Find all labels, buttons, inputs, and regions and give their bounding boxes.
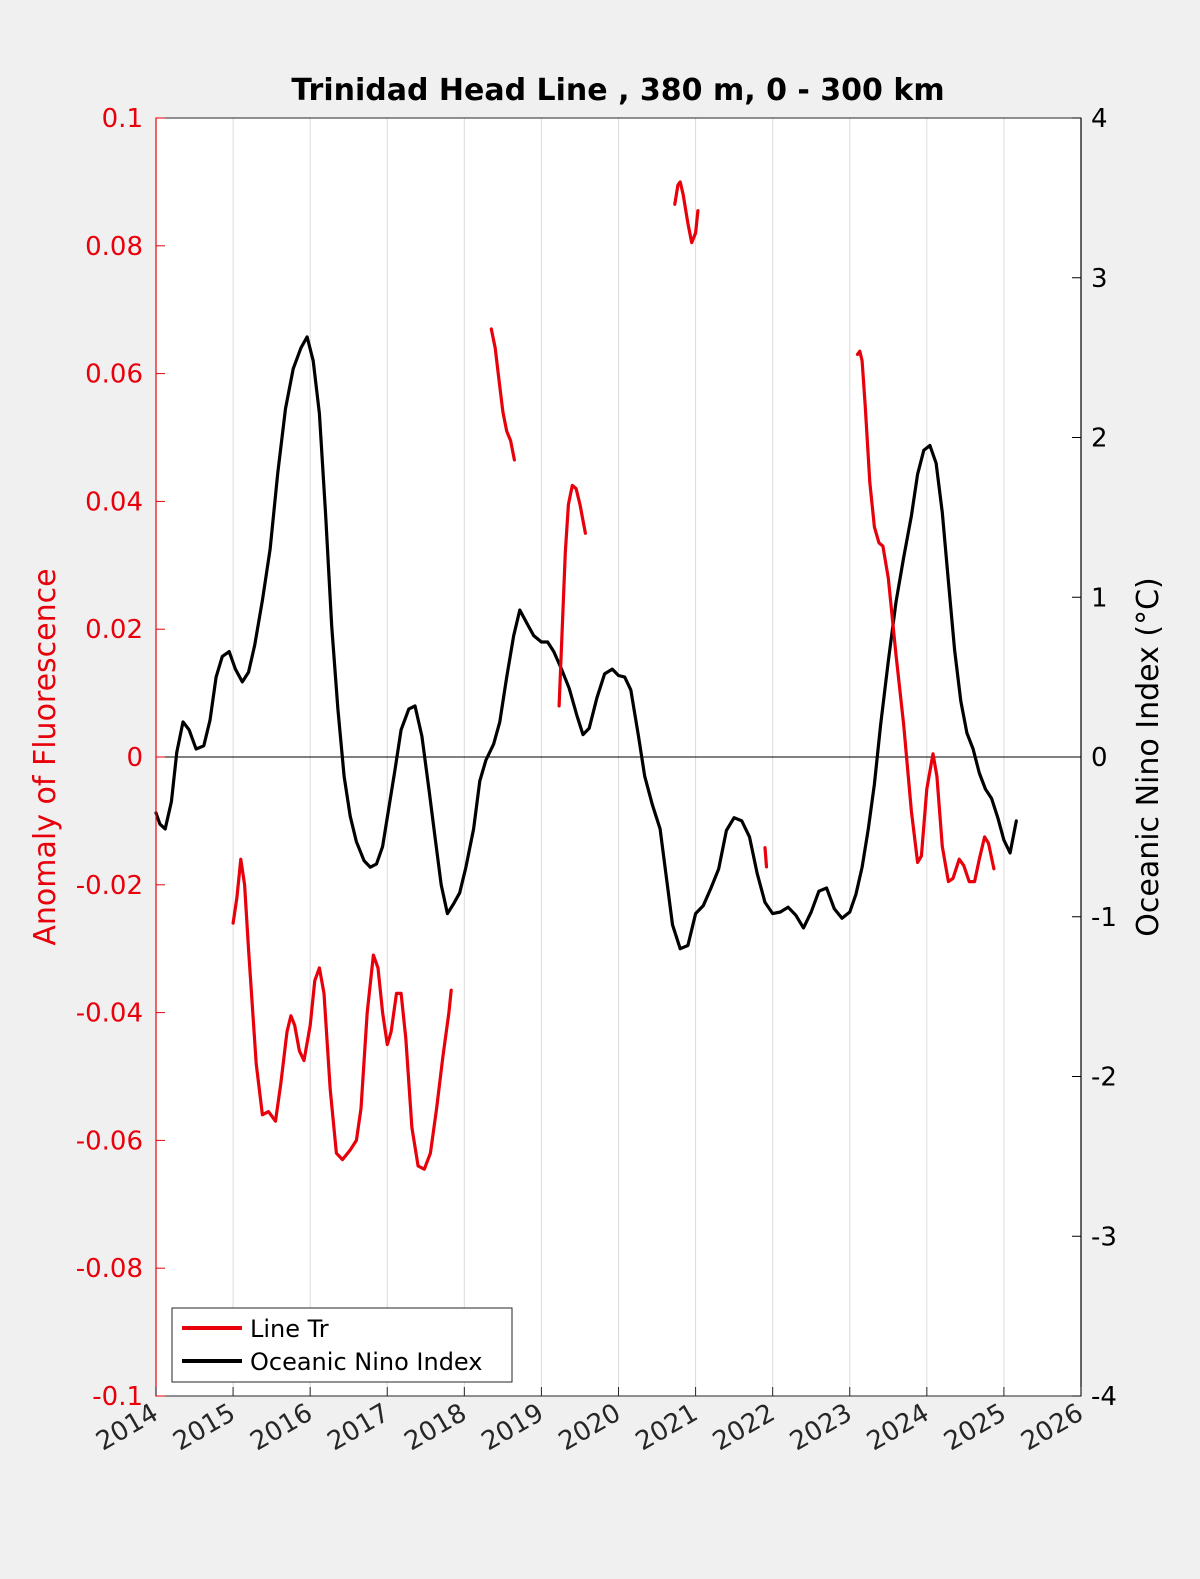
legend-box <box>171 1307 513 1383</box>
y-left-tick-label-1: -0.08 <box>76 1254 143 1284</box>
y-left-tick-label-0: -0.1 <box>92 1382 143 1412</box>
y-axis-left: -0.1 -0.08 -0.06 -0.04 -0.02 0 0.02 0.04 0.06 0.0… <box>76 104 165 1412</box>
legend-label-line-tr: Line Tr <box>250 1315 329 1343</box>
series-line-tr-segment-1 <box>489 327 517 462</box>
y-left-tick-label-9: 0.08 <box>85 232 143 262</box>
series-line-tr-segment-0 <box>231 857 453 1171</box>
y-right-tick-label-2: -2 <box>1091 1063 1117 1093</box>
y-axis-left-label: Anomaly of Fluorescence <box>28 568 63 945</box>
y-left-tick-label-10: 0.1 <box>102 104 143 134</box>
y-left-tick-label-5: 0 <box>126 743 143 773</box>
y-left-tick-label-6: 0.02 <box>85 615 143 645</box>
series-line-tr-segment-3 <box>673 180 700 245</box>
series-line-oceanic-nino-index <box>154 335 1018 951</box>
y-right-tick-label-8: 4 <box>1091 104 1108 134</box>
y-right-tick-label-7: 3 <box>1091 264 1108 294</box>
y-right-tick-label-5: 1 <box>1091 583 1108 613</box>
legend-label-oni: Oceanic Nino Index <box>250 1348 482 1376</box>
series-line-tr-segment-5 <box>855 349 996 884</box>
y-left-tick-label-7: 0.04 <box>85 487 143 517</box>
series-line-tr-segment-4 <box>763 846 769 869</box>
y-axis-right-label: Oceanic Nino Index (°C) <box>1131 577 1166 937</box>
y-left-tick-label-2: -0.06 <box>76 1126 143 1156</box>
y-right-tick-label-0: -4 <box>1091 1382 1117 1412</box>
y-left-tick-label-8: 0.06 <box>85 360 143 390</box>
y-left-tick-label-4: -0.02 <box>76 871 143 901</box>
y-left-tick-label-3: -0.04 <box>76 999 143 1029</box>
series-layer <box>154 180 1018 1171</box>
series-line-tr-segment-2 <box>557 483 588 708</box>
y-right-tick-label-4: 0 <box>1091 743 1108 773</box>
y-axis-right: -4 -3 -2 -1 0 1 2 3 4 <box>1072 104 1117 1412</box>
legend: Line Tr Oceanic Nino Index <box>171 1307 513 1383</box>
y-right-tick-label-6: 2 <box>1091 424 1108 454</box>
y-right-tick-label-3: -1 <box>1091 903 1117 933</box>
chart-title: Trinidad Head Line , 380 m, 0 - 300 km <box>291 73 944 108</box>
y-right-tick-label-1: -3 <box>1091 1222 1117 1252</box>
